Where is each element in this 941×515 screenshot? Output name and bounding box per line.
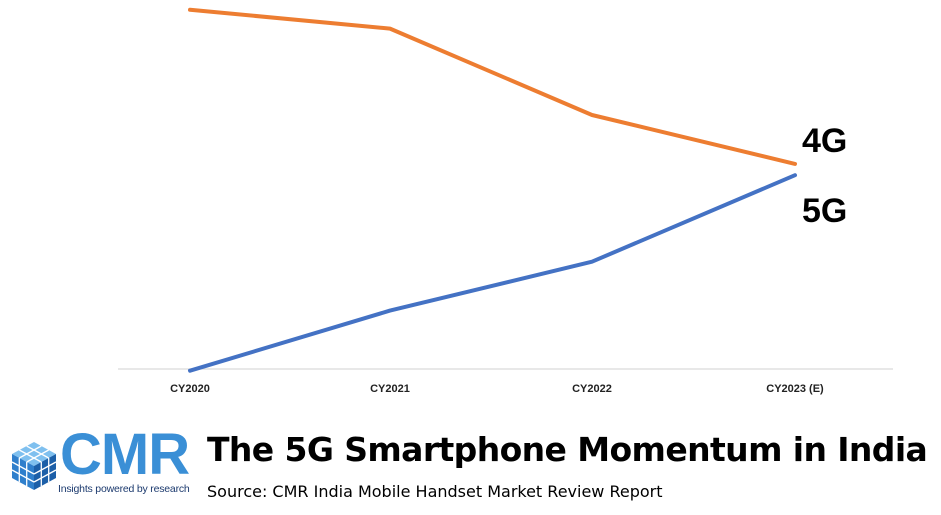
series-label-4g: 4G — [802, 122, 847, 160]
cmr-logo: CMR Insights powered by research — [8, 426, 203, 502]
cube-logo-icon — [11, 442, 57, 490]
x-tick-label: CY2021 — [370, 383, 410, 395]
series-label-5g: 5G — [802, 192, 847, 230]
x-tick-label: CY2023 (E) — [766, 383, 824, 395]
source-note: Source: CMR India Mobile Handset Market … — [207, 482, 663, 501]
footer: CMR Insights powered by research The 5G … — [0, 426, 941, 515]
series-layer — [188, 7, 797, 373]
x-tick-label: CY2020 — [170, 383, 210, 395]
x-tick-label: CY2022 — [572, 383, 612, 395]
x-tick-labels: CY2020 CY2021 CY2022 CY2023 (E) — [170, 383, 824, 395]
logo-tagline: Insights powered by research — [58, 483, 190, 495]
chart-title: The 5G Smartphone Momentum in India — [207, 430, 928, 469]
logo-wordmark: CMR — [60, 422, 190, 487]
series-line-4g — [188, 7, 797, 166]
series-labels: 4G 5G — [802, 122, 847, 230]
line-chart: CY2020 CY2021 CY2022 CY2023 (E) 4G 5G — [118, 7, 893, 395]
series-line-5g — [188, 173, 797, 373]
